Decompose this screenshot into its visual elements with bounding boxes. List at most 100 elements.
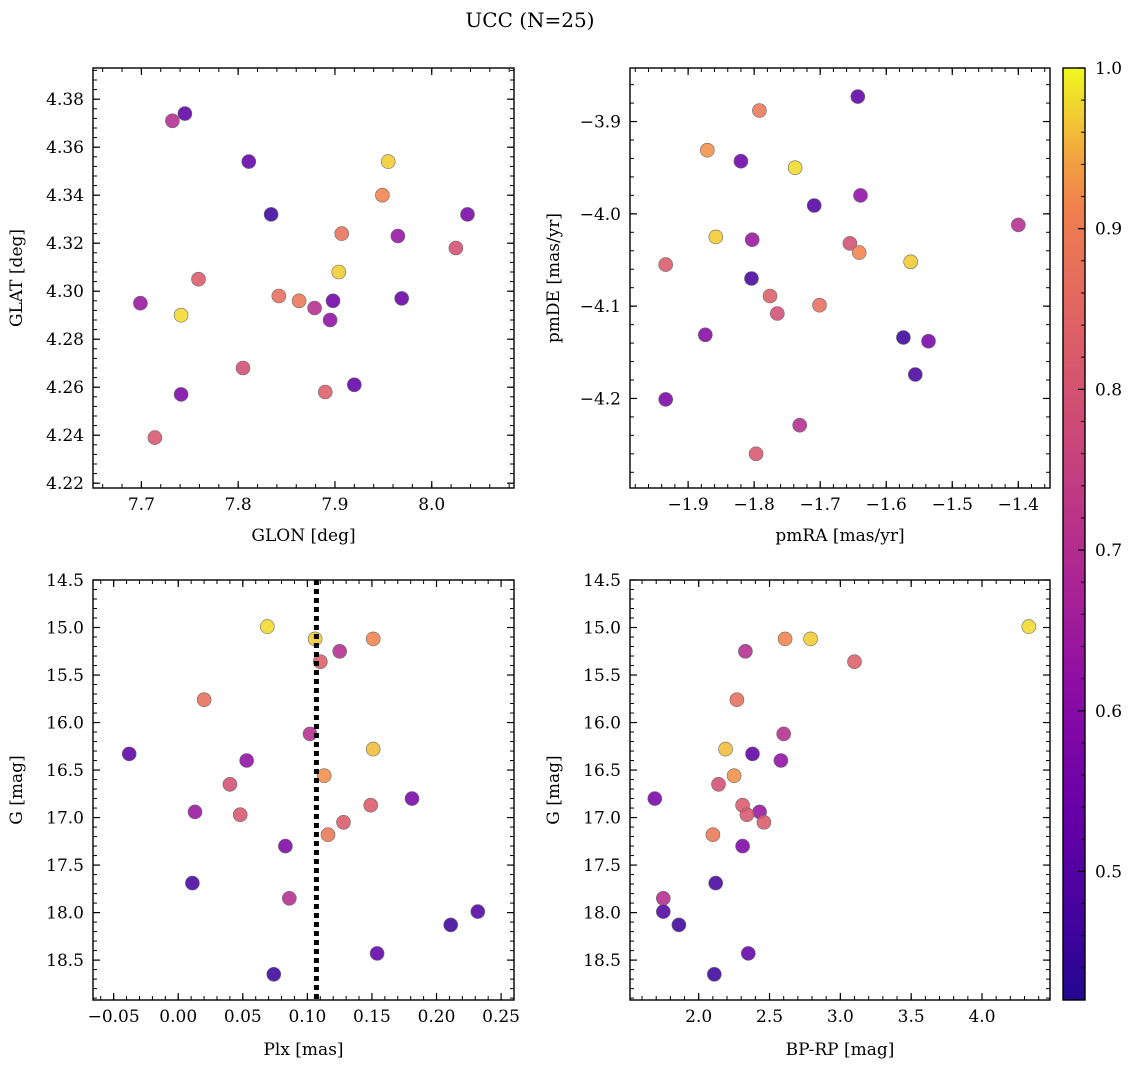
data-point — [222, 776, 238, 792]
y-tick-label: 16.5 — [583, 761, 621, 781]
data-point — [470, 904, 486, 919]
plot-frame — [629, 67, 1051, 489]
data-point — [738, 643, 753, 659]
x-tick-label: −1.4 — [998, 495, 1039, 515]
data-point — [232, 807, 248, 823]
data-point — [658, 392, 674, 407]
data-point — [185, 875, 200, 891]
data-point — [177, 106, 193, 121]
x-tick-label: 3.5 — [898, 1007, 925, 1027]
data-point — [744, 271, 759, 286]
y-tick-label: 17.5 — [583, 856, 621, 876]
y-tick-label: 15.0 — [583, 619, 621, 639]
data-point — [708, 875, 724, 891]
x-tick-label: 2.5 — [756, 1007, 783, 1027]
data-point — [191, 271, 206, 287]
colorbar-tick-label: 0.8 — [1095, 380, 1122, 400]
data-point — [369, 946, 385, 961]
x-tick-label: 0.20 — [418, 1007, 456, 1027]
data-point — [259, 619, 275, 634]
data-point — [235, 360, 251, 376]
data-point — [655, 904, 671, 919]
scatter-points — [121, 619, 486, 982]
data-point — [658, 257, 674, 272]
x-tick-label: −1.8 — [734, 495, 775, 515]
data-point — [363, 797, 379, 813]
data-point — [773, 753, 789, 768]
colorbar-tick-label: 1.0 — [1095, 59, 1122, 79]
y-tick-label: 16.0 — [46, 714, 84, 734]
scatter-panel-3: −0.05 0.00 0.05 0.10 0.15 0.20 0.25 14.5 15.0 15.… — [7, 571, 520, 1060]
y-tick-label: 4.28 — [46, 330, 84, 350]
data-point — [334, 226, 350, 241]
x-axis-label: BP-RP [mag] — [786, 1040, 895, 1060]
y-tick-label: 18.0 — [46, 904, 84, 924]
data-point — [776, 726, 792, 742]
x-tick-label: −1.5 — [932, 495, 973, 515]
data-point — [699, 142, 715, 158]
data-point — [851, 245, 867, 260]
data-point — [380, 154, 396, 169]
data-point — [907, 367, 923, 382]
data-point — [325, 293, 341, 309]
y-tick-label: 4.34 — [46, 186, 84, 206]
data-point — [404, 791, 420, 806]
data-point — [322, 312, 338, 328]
figure-title: UCC (N=25) — [465, 8, 594, 32]
data-point — [278, 838, 293, 854]
x-tick-label: −1.9 — [667, 495, 708, 515]
data-point — [711, 776, 726, 792]
data-point — [706, 966, 722, 982]
y-tick-label: 14.5 — [583, 571, 621, 591]
data-point — [443, 917, 459, 933]
y-tick-label: 4.38 — [46, 90, 84, 110]
y-tick-label: 4.30 — [46, 282, 84, 302]
x-axis-label: pmRA [mas/yr] — [775, 526, 904, 546]
x-tick-label: −1.7 — [800, 495, 841, 515]
plot-frame — [92, 67, 515, 489]
data-point — [271, 288, 287, 304]
x-tick-label: 7.7 — [128, 495, 155, 515]
x-tick-label: 0.00 — [159, 1007, 197, 1027]
data-point — [1010, 217, 1026, 233]
y-tick-label: 4.32 — [46, 234, 84, 254]
data-point — [196, 692, 212, 708]
data-point — [239, 753, 254, 768]
data-point — [331, 264, 347, 280]
data-point — [647, 791, 663, 806]
data-point — [803, 631, 818, 647]
data-point — [165, 113, 180, 129]
x-tick-label: 0.10 — [288, 1007, 326, 1027]
data-point — [708, 229, 724, 245]
data-point — [745, 746, 760, 762]
y-axis-label: G [mag] — [544, 755, 564, 824]
data-point — [291, 293, 307, 309]
scatter-panel-2: −1.9 −1.8 −1.7 −1.6 −1.5 −1.4 −3.9 −4.0 −4.1 −4.2… — [544, 67, 1051, 546]
data-point — [263, 207, 279, 222]
x-tick-label: 3.0 — [827, 1007, 854, 1027]
data-point — [896, 330, 911, 345]
data-point — [697, 327, 713, 343]
data-point — [307, 300, 322, 316]
data-point — [281, 890, 297, 906]
data-point — [317, 384, 333, 400]
data-point — [806, 198, 822, 213]
colorbar-tick-label: 0.9 — [1095, 220, 1122, 240]
y-tick-label: 14.5 — [46, 571, 84, 591]
data-point — [726, 768, 742, 784]
data-point — [744, 232, 760, 247]
x-axis-label: Plx [mas] — [263, 1040, 343, 1060]
data-point — [332, 643, 348, 659]
data-point — [1021, 619, 1037, 634]
data-point — [316, 768, 332, 784]
data-point — [787, 160, 803, 175]
scatter-points — [133, 106, 475, 445]
y-tick-label: 4.24 — [46, 426, 84, 446]
data-point — [921, 333, 936, 349]
y-tick-label: 17.0 — [583, 809, 621, 829]
x-tick-label: 8.0 — [418, 495, 445, 515]
data-point — [762, 288, 778, 304]
scatter-panel-4: 2.0 2.5 3.0 3.5 4.0 14.5 15.0 15.5 16.0 16.5 17.0 1… — [544, 571, 1051, 1060]
data-point — [777, 631, 793, 647]
data-point — [847, 654, 862, 670]
